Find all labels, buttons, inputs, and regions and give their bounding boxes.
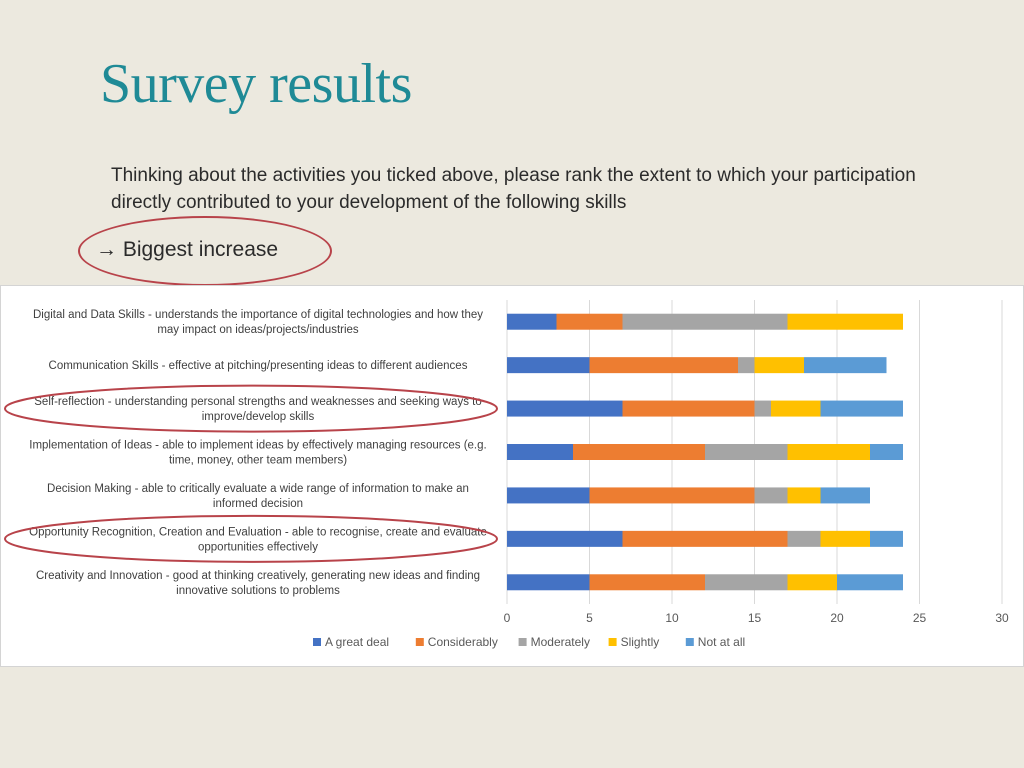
bar-segment <box>804 357 887 374</box>
legend-swatch <box>415 638 424 646</box>
bar-segment <box>787 444 870 460</box>
legend-label: A great deal <box>325 635 389 649</box>
category-label: Digital and Data Skills - understands th… <box>33 309 483 321</box>
bar-segment <box>705 574 788 591</box>
bar-segment <box>507 357 590 374</box>
legend-label: Not at all <box>698 635 745 649</box>
legend-swatch <box>518 638 527 646</box>
category-label: Creativity and Innovation - good at thin… <box>36 570 480 582</box>
category-label: innovative solutions to problems <box>176 585 340 597</box>
biggest-increase-callout: → Biggest increase <box>96 238 279 261</box>
category-label: Self-reflection - understanding personal… <box>34 396 481 408</box>
legend-swatch <box>608 638 617 646</box>
bar-segment <box>837 574 903 591</box>
stacked-bar-chart: 0 5 10 15 20 25 30 Digital and Data Skills - un… <box>0 285 1024 667</box>
category-label: may impact on ideas/projects/industries <box>157 324 359 336</box>
bar-segment <box>754 487 788 504</box>
bar-segment <box>754 357 804 374</box>
bar-segment <box>622 400 755 417</box>
bar-segment <box>705 444 788 460</box>
x-tick-label: 15 <box>748 611 762 625</box>
x-tick-label: 0 <box>504 611 511 625</box>
bar-segment <box>622 530 788 547</box>
highlight-ring <box>4 384 498 433</box>
bar-segment <box>738 357 755 374</box>
x-tick-label: 25 <box>913 611 927 625</box>
bar-segment <box>556 313 623 330</box>
legend-swatch <box>685 638 694 646</box>
bar-segment <box>820 530 870 547</box>
bar-segment <box>754 400 771 417</box>
bar-segment <box>507 487 590 504</box>
legend-label: Considerably <box>428 635 498 649</box>
bar-segment <box>507 530 623 547</box>
bar-segment <box>507 400 623 417</box>
legend-label: Slightly <box>621 635 660 649</box>
legend-swatch <box>313 638 321 646</box>
bar-segment <box>820 487 870 504</box>
bar-segment <box>787 574 837 591</box>
survey-question: Thinking about the activities you ticked… <box>111 165 916 213</box>
x-tick-label: 20 <box>830 611 844 625</box>
x-tick-label: 10 <box>665 611 679 625</box>
bar-segment <box>507 574 590 591</box>
category-label: improve/develop skills <box>202 411 315 423</box>
category-label: opportunities effectively <box>198 541 318 553</box>
bar-segment <box>507 444 573 460</box>
x-tick-label: 5 <box>586 611 593 625</box>
bar-segment <box>820 400 903 417</box>
category-label: Implementation of Ideas - able to implem… <box>29 440 486 452</box>
slide-title: Survey results <box>100 53 412 115</box>
bar-segment <box>589 487 755 504</box>
bar-segment <box>870 444 903 460</box>
category-label: informed decision <box>213 498 303 510</box>
bar-segment <box>622 313 788 330</box>
bar-segment <box>771 400 821 417</box>
bar-segment <box>787 313 903 330</box>
bar-segment <box>787 530 821 547</box>
bar-segment <box>507 313 557 330</box>
category-label: Decision Making - able to critically eva… <box>47 483 469 495</box>
legend-label: Moderately <box>531 635 590 649</box>
bar-segment <box>573 444 705 460</box>
category-label: time, money, other team members) <box>169 455 347 467</box>
highlight-ring <box>4 514 498 563</box>
x-tick-label: 30 <box>995 611 1009 625</box>
bar-segment <box>870 530 903 547</box>
bar-segment <box>589 357 738 374</box>
chart-canvas: 0 5 10 15 20 25 30 Digital and Data Skills - un… <box>4 300 1009 649</box>
bar-segment <box>589 574 705 591</box>
category-label: Communication Skills - effective at pitc… <box>49 360 468 372</box>
bar-segment <box>787 487 821 504</box>
category-label: Opportunity Recognition, Creation and Ev… <box>29 526 487 538</box>
